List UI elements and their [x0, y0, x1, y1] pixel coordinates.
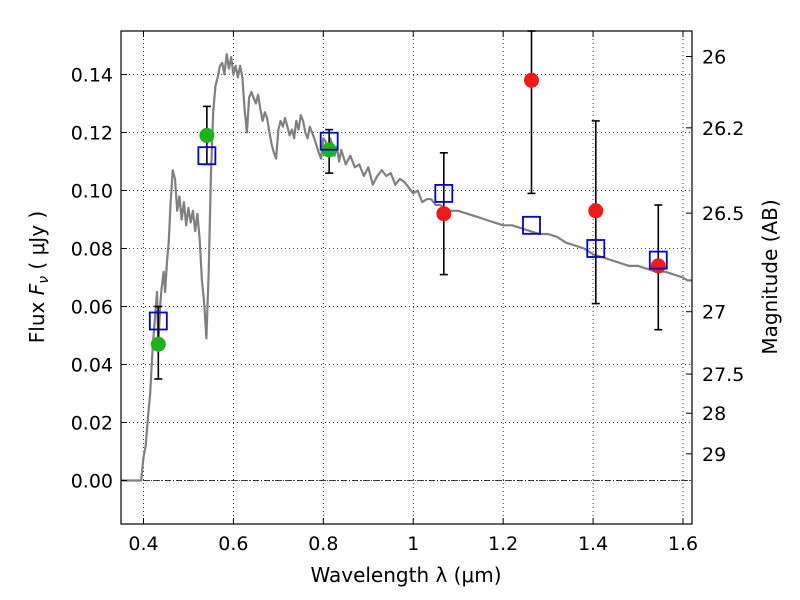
y2-tick-label: 26 [702, 47, 726, 69]
green-data-point [199, 127, 215, 143]
y-tick-label: 0.02 [71, 413, 113, 435]
x-tick-label: 0.8 [308, 533, 338, 555]
model-spectrum-layer [121, 53, 692, 482]
points-layer [150, 72, 666, 352]
y2-tick-labels: 26 26.2 26.5 27 27.5 28 29 [702, 47, 744, 466]
red-data-point [650, 258, 666, 274]
y-tick-label: 0.08 [71, 239, 113, 261]
x-tick-label: 1.4 [578, 533, 608, 555]
y2-axis-label: Magnitude (AB) [758, 199, 782, 354]
green-data-point [150, 336, 166, 352]
x-tick-labels: 0.4 0.6 0.8 1 1.2 1.4 1.6 [128, 533, 698, 555]
y-tick-labels: 0.00 0.02 0.04 0.06 0.08 0.10 0.12 0.14 [71, 65, 113, 493]
grid-layer [121, 31, 692, 524]
model-squares-layer [148, 131, 668, 331]
red-data-point [523, 72, 539, 88]
y2-tick-label: 28 [702, 403, 726, 425]
model-square-marker [522, 215, 541, 235]
y2-tick-label: 29 [702, 444, 726, 466]
red-data-point [436, 206, 452, 222]
model-square-marker [434, 183, 454, 203]
model-spectrum-line [121, 53, 692, 482]
y-tick-label: 0.04 [71, 355, 113, 377]
model-square-marker [319, 131, 339, 151]
y-tick-label: 0.12 [71, 123, 113, 145]
y-tick-label: 0.10 [71, 181, 113, 203]
model-square-marker [148, 311, 168, 331]
y2-tick-label: 27.5 [702, 364, 744, 386]
y-tick-label: 0.00 [71, 471, 113, 493]
plot-frame [120, 30, 693, 525]
y2-tick-label: 26.2 [702, 118, 744, 140]
x-tick-label: 1.6 [668, 533, 698, 555]
y-tick-label: 0.14 [71, 65, 113, 87]
y-axis-label-symbol: F [25, 283, 49, 295]
y-axis-label: Flux Fν ( μJy ) [25, 211, 52, 343]
model-square-marker [648, 250, 668, 270]
y-axis-label-unit: ( μJy ) [25, 211, 49, 276]
y-axis-label-prefix: Flux [25, 295, 49, 343]
x-tick-label: 0.4 [128, 533, 158, 555]
x-tick-label: 1.2 [488, 533, 518, 555]
x-tick-label: 1 [407, 533, 419, 555]
errorbar-layer [154, 30, 663, 380]
model-square-marker [197, 146, 217, 166]
y2-tick-label: 27 [702, 302, 726, 324]
x-tick-label: 0.6 [218, 533, 248, 555]
model-square-marker [586, 239, 606, 258]
red-data-point [588, 203, 604, 219]
ticks-layer [121, 31, 692, 524]
x-axis-label: Wavelength λ (μm) [310, 563, 501, 587]
y-tick-label: 0.06 [71, 297, 113, 319]
y-axis-label-subscript: ν [36, 276, 52, 284]
y2-tick-label: 26.5 [702, 203, 744, 225]
